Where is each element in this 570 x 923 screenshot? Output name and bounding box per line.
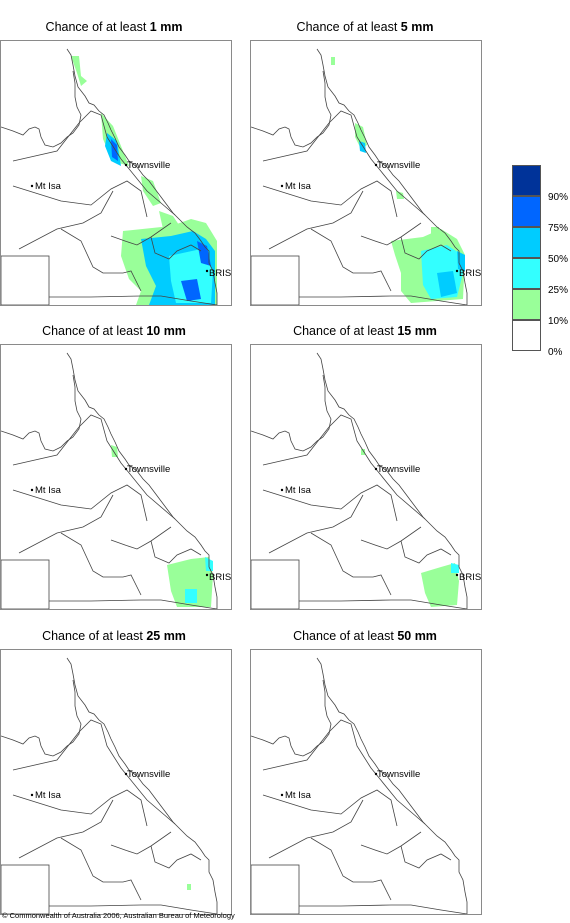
rain-probability-fill (71, 56, 217, 305)
map-5mm: Townsville Mt Isa BRIS (250, 40, 482, 306)
map-15mm-svg (251, 352, 468, 609)
label-townsville: Townsville (377, 464, 421, 475)
rain-probability-fill (361, 449, 459, 607)
legend-label-50: 50% (548, 254, 569, 265)
town-markers (30, 163, 209, 273)
label-townsville: Townsville (127, 769, 171, 780)
town-markers (280, 467, 459, 577)
map-5mm-svg (251, 48, 468, 305)
legend-swatch-75 (512, 196, 541, 227)
copyright-notice: © Commonwealth of Australia 2006, Austra… (2, 911, 235, 920)
legend-swatch-0 (512, 320, 541, 351)
map-15mm: Townsville Mt Isa BRIS (250, 344, 482, 610)
panel-title-25mm: Chance of at least 25 mm (42, 629, 186, 643)
panel-title-15mm: Chance of at least 15 mm (293, 324, 437, 338)
map-lines (251, 352, 468, 609)
map-10mm-svg (1, 352, 218, 609)
town-markers (30, 467, 209, 577)
map-lines (251, 48, 468, 305)
legend-swatch-90 (512, 165, 541, 196)
legend-label-75: 75% (548, 223, 569, 234)
panel-title-50mm: Chance of at least 50 mm (293, 629, 437, 643)
legend-label-0: 0% (548, 347, 563, 358)
label-townsville: Townsville (127, 464, 171, 475)
label-townsville: Townsville (127, 160, 171, 171)
legend-label-25: 25% (548, 285, 569, 296)
label-brisbane: BRIS (459, 572, 482, 583)
map-10mm: Townsville Mt Isa BRIS (0, 344, 232, 610)
map-lines (1, 352, 218, 609)
town-markers (30, 772, 128, 797)
rain-probability-fill (111, 445, 213, 607)
panel-title-1mm: Chance of at least 1 mm (45, 20, 183, 34)
rain-probability-fill (187, 884, 191, 890)
panel-title-10mm: Chance of at least 10 mm (42, 324, 186, 338)
label-mt-isa: Mt Isa (35, 790, 61, 801)
panel-title-5mm: Chance of at least 5 mm (296, 20, 434, 34)
legend-swatch-50 (512, 227, 541, 258)
map-lines (1, 657, 218, 914)
label-mt-isa: Mt Isa (35, 181, 61, 192)
legend-swatch-10 (512, 289, 541, 320)
label-mt-isa: Mt Isa (285, 181, 311, 192)
label-townsville: Townsville (377, 160, 421, 171)
map-1mm-svg (1, 48, 218, 305)
label-brisbane: BRIS (209, 572, 232, 583)
legend-label-90: 90% (548, 192, 569, 203)
map-25mm-svg (1, 657, 218, 914)
label-brisbane: BRIS (459, 268, 482, 279)
label-mt-isa: Mt Isa (285, 485, 311, 496)
label-brisbane: BRIS (209, 268, 232, 279)
map-50mm-svg (251, 657, 468, 914)
label-townsville: Townsville (377, 769, 421, 780)
rain-probability-fill (331, 57, 465, 303)
map-50mm: Townsville Mt Isa (250, 649, 482, 915)
map-lines (251, 657, 468, 914)
legend-swatch-25 (512, 258, 541, 289)
label-mt-isa: Mt Isa (285, 790, 311, 801)
map-25mm: Townsville Mt Isa (0, 649, 232, 915)
legend-label-10: 10% (548, 316, 569, 327)
label-mt-isa: Mt Isa (35, 485, 61, 496)
map-lines (1, 48, 218, 305)
town-markers (280, 163, 459, 273)
map-1mm: Townsville Mt Isa BRIS (0, 40, 232, 306)
town-markers (280, 772, 378, 797)
